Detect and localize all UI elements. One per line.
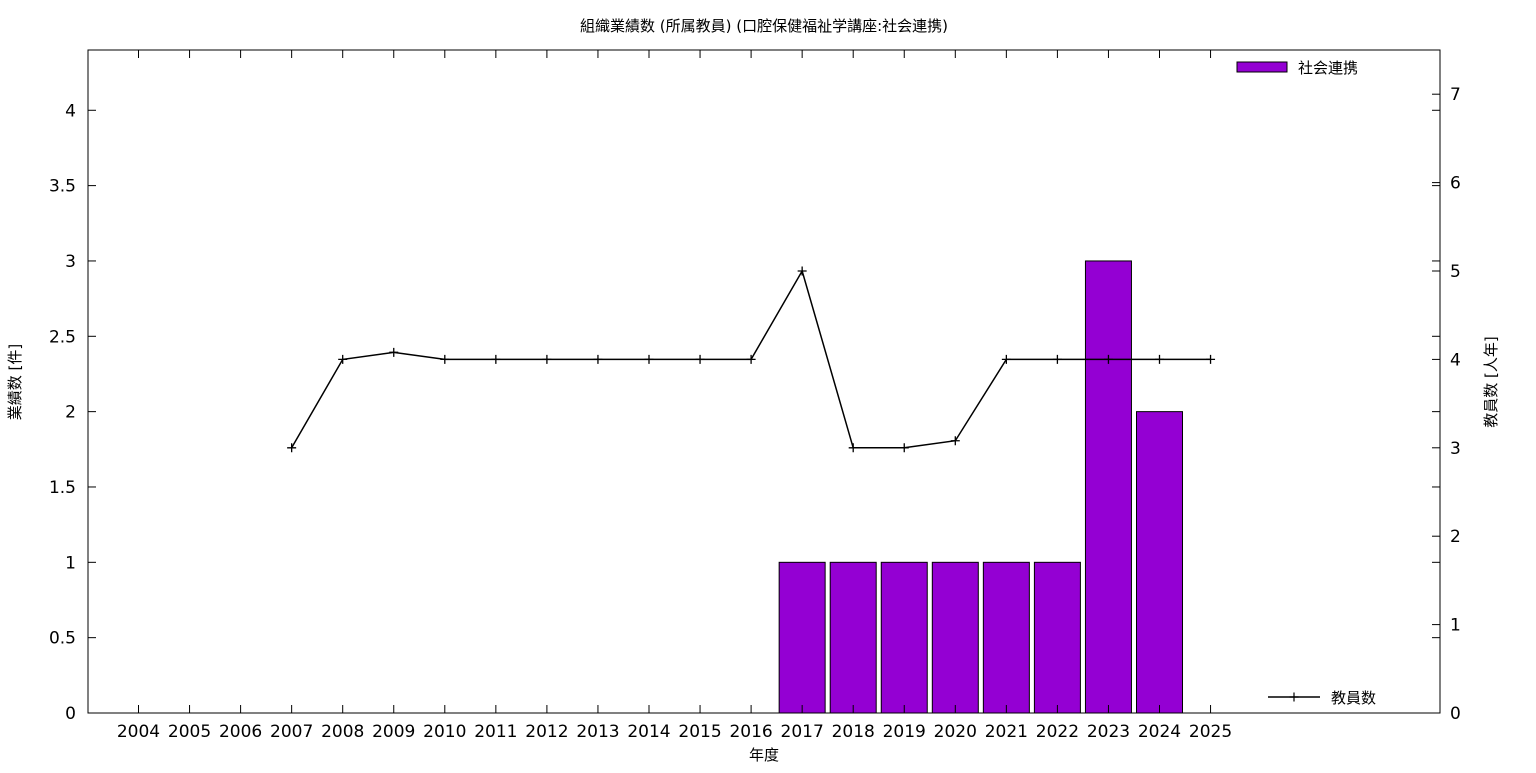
x-tick-label: 2016 <box>729 722 772 742</box>
x-axis-title: 年度 <box>749 746 779 764</box>
y-axis-title: 業績数 [件] <box>6 344 24 420</box>
bar-2018 <box>829 561 877 714</box>
bar-2020 <box>931 561 979 714</box>
plot-frame <box>87 49 1441 714</box>
x-tick-label: 2014 <box>627 722 670 742</box>
legend-line-series: 教員数 <box>1268 689 1376 707</box>
legend-line-label: 教員数 <box>1331 689 1376 707</box>
bar-2022 <box>1033 561 1081 714</box>
chart-title: 組織業績数 (所属教員) (口腔保健福祉学講座:社会連携) <box>580 17 948 35</box>
y-tick-label: 2.5 <box>49 327 76 347</box>
x-tick-label: 2022 <box>1036 722 1079 742</box>
y2-tick-label: 7 <box>1450 85 1461 105</box>
point-2018 <box>848 443 858 453</box>
point-2008 <box>338 354 348 364</box>
y2-tick-label: 1 <box>1450 616 1461 636</box>
y-tick-label: 0.5 <box>49 629 76 649</box>
x-tick-label: 2011 <box>474 722 517 742</box>
y-tick-label: 0 <box>65 704 76 724</box>
x-tick-label: 2023 <box>1087 722 1130 742</box>
x-tick-label: 2004 <box>117 722 160 742</box>
point-2011 <box>491 354 501 364</box>
legend-bar-swatch <box>1236 61 1288 73</box>
x-tick-label: 2010 <box>423 722 466 742</box>
x-tick-label: 2021 <box>985 722 1028 742</box>
line-layer <box>287 266 1216 453</box>
bars-layer <box>778 260 1183 714</box>
y2-tick-label: 5 <box>1450 262 1461 282</box>
point-2022 <box>1052 354 1062 364</box>
point-2015 <box>695 354 705 364</box>
x-tick-label: 2008 <box>321 722 364 742</box>
point-2016 <box>746 354 756 364</box>
point-2024 <box>1155 354 1164 364</box>
x-tick-label: 2017 <box>781 722 824 742</box>
point-2009 <box>389 347 399 357</box>
x-tick-label: 2025 <box>1189 722 1232 742</box>
x-tick-label: 2009 <box>372 722 415 742</box>
x-tick-label: 2005 <box>168 722 211 742</box>
y-tick-label: 3.5 <box>49 177 76 197</box>
bar-2017 <box>778 561 826 714</box>
x-tick-label: 2013 <box>576 722 619 742</box>
point-2021 <box>1001 354 1011 364</box>
y2-tick-label: 2 <box>1450 527 1461 547</box>
point-2023 <box>1103 354 1113 364</box>
x-tick-label: 2012 <box>525 722 568 742</box>
point-2020 <box>950 436 960 446</box>
y2-tick-label: 6 <box>1450 174 1461 194</box>
y-tick-label: 3 <box>65 252 76 272</box>
x-tick-label: 2020 <box>934 722 977 742</box>
legend-line-marker <box>1289 692 1299 702</box>
x-tick-label: 2007 <box>270 722 313 742</box>
bar-2024 <box>1136 411 1183 714</box>
bar-2023 <box>1084 260 1132 714</box>
y2-tick-label: 4 <box>1450 350 1461 370</box>
y-tick-label: 4 <box>65 101 76 121</box>
point-2014 <box>644 354 654 364</box>
point-2012 <box>542 354 552 364</box>
x-tick-label: 2018 <box>832 722 875 742</box>
legend-bar-label: 社会連携 <box>1298 59 1358 77</box>
bar-2019 <box>880 561 928 714</box>
point-2017 <box>797 266 807 276</box>
y2-axis-title: 教員数 [人年] <box>1482 336 1500 427</box>
x-tick-label: 2019 <box>883 722 926 742</box>
y-tick-label: 2 <box>65 403 76 423</box>
x-tick-label: 2015 <box>678 722 721 742</box>
ticks-layer: 0 0.5 1 1.5 2 2.5 3 3.5 4 0 1 2 3 4 5 6 7 2004 2005 2006 200… <box>49 50 1461 742</box>
bar-2021 <box>982 561 1030 714</box>
legend-bar-series: 社会連携 <box>1236 59 1358 77</box>
point-2013 <box>593 354 603 364</box>
x-tick-label: 2006 <box>219 722 262 742</box>
point-2010 <box>440 354 450 364</box>
y-tick-label: 1.5 <box>49 478 76 498</box>
point-2025 <box>1206 354 1216 364</box>
y2-tick-label: 3 <box>1450 439 1461 459</box>
x-tick-label: 2024 <box>1138 722 1181 742</box>
y-tick-label: 1 <box>65 553 76 573</box>
y2-tick-label: 0 <box>1450 704 1461 724</box>
point-2007 <box>287 443 297 453</box>
point-2019 <box>899 443 909 453</box>
